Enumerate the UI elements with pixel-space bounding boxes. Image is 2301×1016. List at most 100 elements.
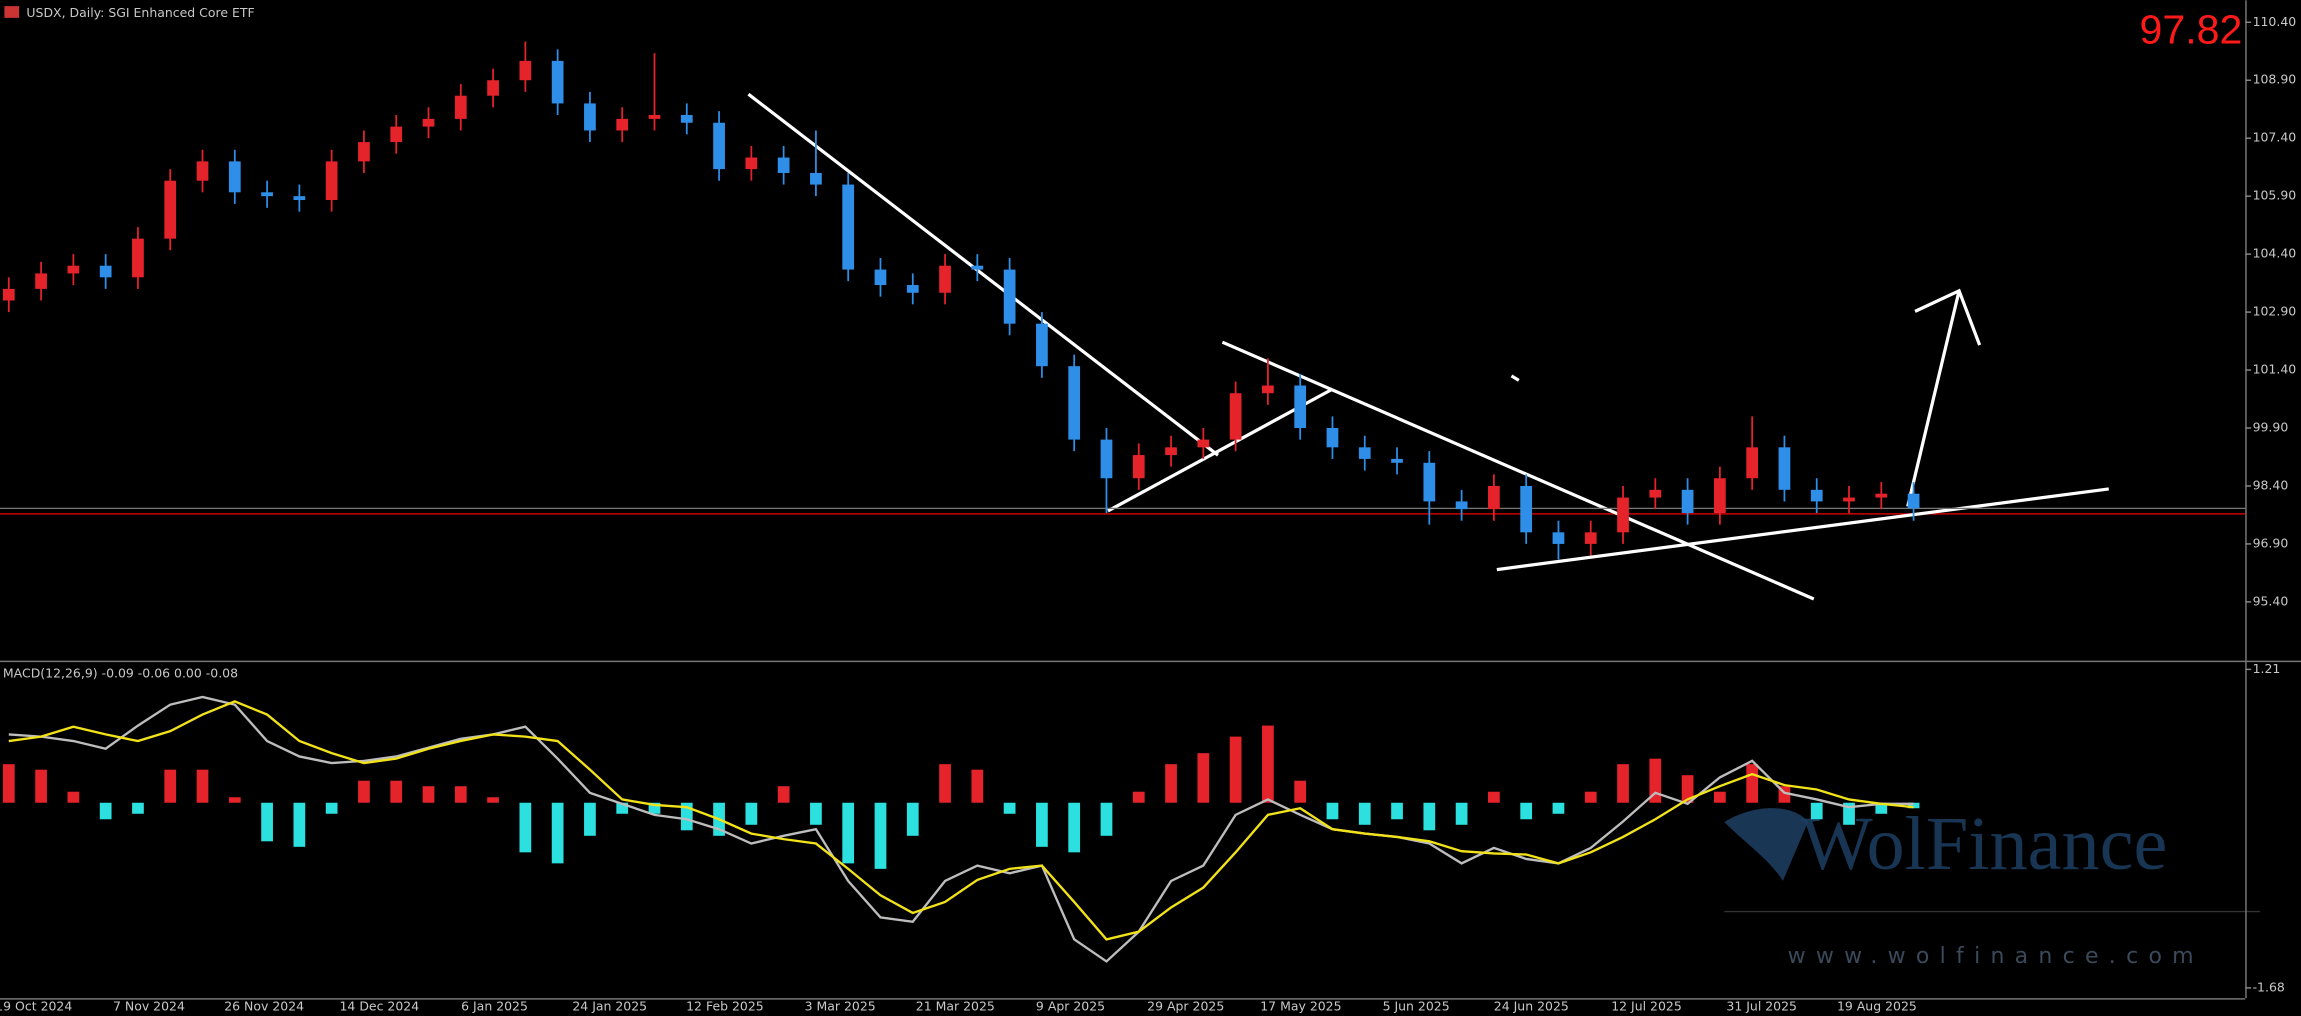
histogram-bar — [1907, 802, 1920, 809]
candle-body — [616, 118, 629, 131]
candle-body — [551, 60, 564, 104]
candle-body — [842, 184, 855, 270]
histogram-bar — [132, 802, 144, 814]
candle-body — [1455, 501, 1468, 510]
histogram-bar — [1294, 780, 1307, 803]
candle-body — [1681, 489, 1694, 514]
x-tick-label: 6 Jan 2025 — [461, 998, 528, 1013]
histogram-bar — [325, 802, 338, 814]
x-tick-label: 12 Jul 2025 — [1611, 998, 1682, 1013]
candle-body — [1746, 447, 1759, 479]
x-tick-label: 14 Dec 2024 — [340, 998, 420, 1013]
x-tick-label: 26 Nov 2024 — [224, 998, 304, 1013]
x-tick-label: 31 Jul 2025 — [1726, 998, 1797, 1013]
histogram-bar — [1520, 802, 1533, 820]
x-tick-label: 19 Oct 2024 — [0, 998, 72, 1013]
histogram-bar — [422, 786, 435, 803]
x-tick-label: 24 Jan 2025 — [572, 998, 647, 1013]
candle-body — [325, 161, 338, 201]
candle-body — [874, 269, 887, 286]
histogram-bar — [358, 780, 370, 803]
candle-body — [1003, 269, 1016, 324]
histogram-bar — [745, 802, 758, 825]
signal-line — [8, 700, 1914, 941]
candle-body — [680, 115, 693, 123]
candle-body — [971, 265, 984, 270]
candle-body — [1552, 532, 1565, 544]
y-tick-label: -1.68 — [2253, 979, 2285, 994]
candle-body — [648, 115, 661, 119]
candle-body — [1714, 478, 1726, 514]
x-tick-label: 12 Feb 2025 — [686, 998, 764, 1013]
macd-line — [8, 695, 1914, 963]
watermark-brand: WolFinance — [1801, 801, 2168, 886]
histogram-bar — [1036, 802, 1048, 847]
candle-body — [1326, 428, 1339, 448]
candle-body — [487, 80, 499, 96]
histogram-bar — [842, 802, 855, 864]
x-tick-label: 5 Jun 2025 — [1383, 998, 1450, 1013]
x-tick-label: 9 Apr 2025 — [1036, 998, 1105, 1013]
last-price: 97.82 — [2140, 6, 2243, 52]
histogram-bar — [519, 802, 532, 853]
histogram-bar — [228, 797, 241, 803]
candle-body — [196, 161, 209, 181]
x-tick-label: 29 Apr 2025 — [1147, 998, 1224, 1013]
x-tick-label: 3 Mar 2025 — [805, 998, 876, 1013]
histogram-bar — [1132, 791, 1145, 803]
watermark-logo — [1724, 808, 1808, 881]
histogram-bar — [1068, 802, 1081, 853]
y-tick-label: 99.90 — [2253, 420, 2289, 435]
y-tick-label: 108.90 — [2253, 72, 2297, 87]
histogram-bar — [810, 802, 822, 825]
candle-body — [906, 285, 919, 293]
symbol-icon — [4, 6, 20, 18]
histogram-bar — [1681, 775, 1694, 803]
candle-body — [1036, 323, 1048, 367]
histogram-bar — [1229, 736, 1242, 803]
trend-line — [747, 92, 1219, 457]
candle-body — [1229, 393, 1242, 440]
candle-body — [2, 288, 15, 301]
y-tick-label: 102.90 — [2253, 304, 2297, 319]
y-tick-label: 1.21 — [2253, 661, 2281, 676]
candle-body — [1358, 447, 1371, 459]
histogram-bar — [454, 786, 467, 803]
x-tick-label: 19 Aug 2025 — [1837, 998, 1917, 1013]
histogram-bar — [777, 786, 790, 803]
candle-body — [1262, 385, 1274, 394]
histogram-bar — [1455, 802, 1468, 825]
x-tick-label: 21 Mar 2025 — [916, 998, 995, 1013]
candle-body — [132, 238, 144, 278]
trend-line — [1221, 340, 1815, 601]
candle-body — [939, 265, 951, 293]
x-tick-label: 24 Jun 2025 — [1494, 998, 1569, 1013]
candle-body — [261, 192, 273, 197]
candle-body — [1778, 447, 1791, 490]
candle-body — [1617, 497, 1629, 533]
histogram-bar — [261, 802, 273, 842]
histogram-bar — [1584, 791, 1597, 803]
macd-header: MACD(12,26,9) -0.09 -0.06 0.00 -0.08 — [3, 665, 238, 680]
candle-body — [1391, 458, 1403, 463]
histogram-bar — [1810, 802, 1823, 820]
histogram-bar — [551, 802, 564, 864]
candle-body — [1810, 489, 1823, 502]
histogram-bar — [584, 802, 596, 836]
histogram-bar — [906, 802, 919, 836]
histogram-bar — [1358, 802, 1371, 825]
candle-body — [1843, 497, 1855, 502]
histogram-bar — [1552, 802, 1565, 814]
histogram-bar — [1843, 802, 1855, 825]
histogram-bar — [874, 802, 887, 869]
candle-body — [1068, 366, 1081, 440]
histogram-bar — [1100, 802, 1113, 836]
histogram-bar — [67, 791, 80, 803]
candle-body — [67, 265, 80, 274]
histogram-bar — [35, 769, 47, 803]
histogram-bar — [2, 764, 15, 803]
candle-body — [1423, 462, 1436, 502]
chart-header: USDX, Daily: SGI Enhanced Core ETF — [26, 5, 254, 20]
candle-body — [35, 273, 47, 289]
